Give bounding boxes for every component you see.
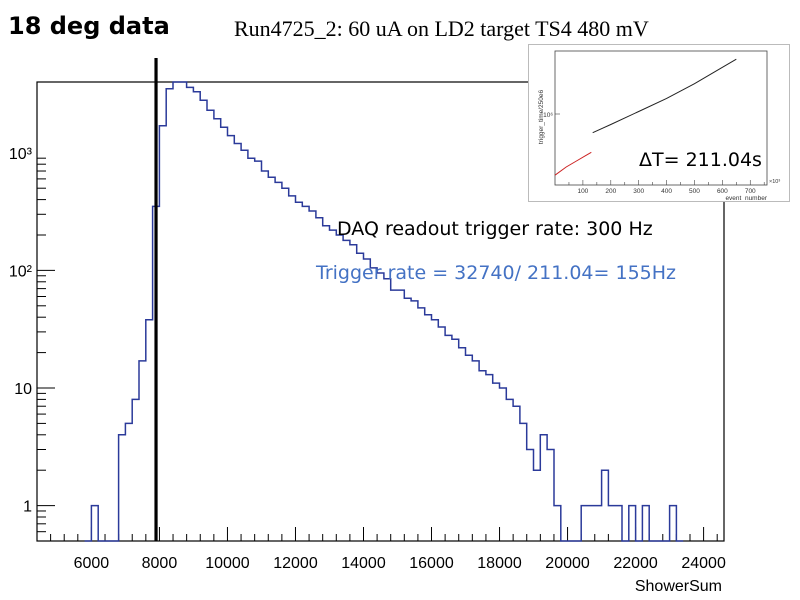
- inset-x-exponent: ×10³: [769, 179, 780, 185]
- trigger-rate-annotation: Trigger rate = 32740/ 211.04= 155Hz: [316, 262, 677, 284]
- delta-t-label: ΔT= 211.04s: [639, 149, 762, 171]
- inset-x-tick-label: 400: [661, 188, 672, 195]
- y-tick-label: 10: [14, 381, 32, 398]
- x-tick-label: 24000: [681, 555, 726, 572]
- x-tick-label: 22000: [613, 555, 658, 572]
- histogram-series: [84, 81, 684, 542]
- x-tick-label: 8000: [142, 555, 178, 572]
- y-tick-label: 1: [23, 499, 32, 516]
- x-tick-label: 12000: [273, 555, 318, 572]
- inset-x-tick-label: 600: [717, 188, 728, 195]
- inset-x-tick-label: 100: [577, 188, 588, 195]
- plot-frame: [36, 81, 725, 542]
- inset-series-black: [592, 58, 737, 134]
- x-tick-label: 20000: [545, 555, 590, 572]
- slide-title: 18 deg data: [8, 12, 170, 40]
- x-tick-label: 10000: [205, 555, 250, 572]
- inset-y-axis-label: trigger_time/250e6: [538, 90, 545, 145]
- run-title: Run4725_2: 60 uA on LD2 target TS4 480 m…: [234, 16, 649, 41]
- daq-rate-annotation: DAQ readout trigger rate: 300 Hz: [337, 218, 653, 240]
- x-tick-label: 14000: [341, 555, 386, 572]
- inset-x-tick-label: 300: [633, 188, 644, 195]
- inset-x-tick-label: 700: [745, 188, 756, 195]
- inset-y-exponent: 10⁶: [543, 112, 553, 119]
- x-tick-label: 16000: [409, 555, 454, 572]
- y-tick-label: 10²: [9, 263, 33, 280]
- x-tick-label: 18000: [477, 555, 522, 572]
- inset-x-tick-label: 200: [605, 188, 616, 195]
- inset-series-red: [554, 151, 592, 176]
- x-tick-label: 6000: [74, 555, 110, 572]
- y-tick-label: 10³: [9, 146, 33, 163]
- inset-x-axis-label: event_number: [725, 195, 767, 201]
- trigger-time-plot: 100 200 300 400 500 600 700 ×10³ event_number tri…: [538, 50, 780, 201]
- x-axis-label: ShowerSum: [635, 578, 722, 595]
- inset-frame: [554, 50, 768, 186]
- inset-x-tick-label: 500: [689, 188, 700, 195]
- trigger-time-inset: 100 200 300 400 500 600 700 ×10³ event_number tri…: [528, 44, 790, 202]
